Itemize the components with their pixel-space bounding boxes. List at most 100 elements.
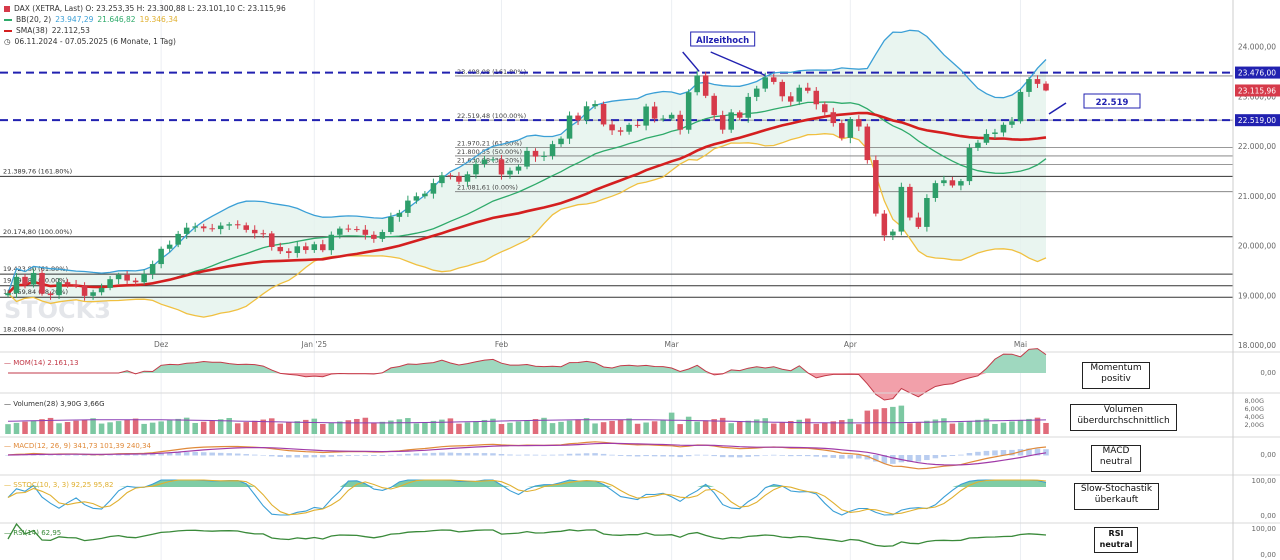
momentum-header: — MOM(14) 2.161,13: [4, 359, 79, 367]
volume-bar: [277, 423, 284, 434]
macd-histogram-bar: [405, 453, 411, 456]
rsi-tick: 100,00: [1252, 525, 1277, 533]
macd-histogram-bar: [260, 455, 267, 456]
candle-body: [379, 232, 386, 239]
macd-histogram-bar: [873, 455, 879, 462]
candle-body: [839, 123, 845, 138]
macd-histogram-bar: [192, 452, 198, 456]
volume-header: — Volumen(28) 3,90G 3,66G: [4, 400, 105, 408]
volume-bar: [439, 419, 445, 434]
macd-histogram-bar: [396, 454, 403, 456]
macd-tick: 0,00: [1260, 451, 1276, 459]
candle-body: [873, 160, 879, 214]
volume-bar: [651, 421, 658, 434]
legend-sma-label: SMA(38): [16, 26, 48, 35]
annotations: Allzeithoch 22.519: [682, 31, 1141, 115]
candle-body: [192, 226, 198, 228]
candle-body: [549, 144, 556, 156]
candle-body: [217, 225, 224, 230]
macd-histogram-bar: [158, 453, 164, 456]
macd-histogram-bar: [166, 452, 173, 456]
legend-price: DAX (XETRA, Last) O: 23.253,35 H: 23.300…: [4, 4, 290, 13]
macd-histogram-bar: [600, 453, 607, 456]
volume-bar: [47, 417, 54, 434]
allzeithoch-label: Allzeithoch: [696, 36, 749, 46]
candle-body: [286, 251, 292, 254]
candle-body: [405, 200, 411, 213]
candle-body: [362, 229, 369, 235]
rsi-line: [7, 522, 1047, 547]
y-tick-label: 22.000,00: [1238, 142, 1276, 151]
candle-body: [532, 150, 539, 157]
candle-body: [81, 285, 88, 296]
candle-body: [864, 126, 871, 161]
macd-comment-line2: neutral: [1099, 457, 1133, 467]
volume-bar: [745, 420, 751, 434]
macd-histogram-bar: [770, 454, 777, 456]
candle-body: [847, 119, 854, 138]
candle-body: [22, 276, 28, 285]
stoch-comment-line1: Slow-Stochastik: [1080, 484, 1153, 494]
volume-bar: [30, 420, 37, 434]
macd-histogram-bar: [64, 454, 71, 456]
fib-level-label: 22.519,48 (100.00%): [457, 112, 526, 120]
candle-body: [311, 244, 318, 251]
macd-histogram-bar: [217, 452, 224, 456]
volume-bar: [617, 419, 624, 434]
legend-range: ◷ 06.11.2024 - 07.05.2025 (6 Monate, 1 Ta…: [4, 37, 180, 46]
macd-histogram-bar: [898, 455, 905, 463]
price-tag-label: 23.115,96: [1238, 86, 1276, 95]
macd-histogram-bar: [311, 455, 318, 458]
volume-bar: [558, 421, 564, 434]
sma-38-line: [7, 111, 1047, 295]
candle-body: [813, 90, 820, 105]
macd-header: — MACD(12, 26, 9) 341,73 101,39 240,34: [4, 442, 152, 450]
volume-bar: [609, 420, 615, 434]
macd-histogram-bar: [73, 454, 79, 456]
momentum-comment-line1: Momentum: [1090, 363, 1142, 373]
price-tag: [1235, 66, 1280, 79]
volume-bar: [992, 423, 998, 434]
candle-body: [166, 244, 173, 249]
volume-bar: [643, 422, 649, 434]
macd-histogram-bar: [251, 454, 258, 456]
candle-body: [515, 166, 522, 171]
volume-bar: [64, 421, 71, 434]
y-tick-label: 21.000,00: [1238, 192, 1276, 201]
volume-bar: [243, 422, 249, 434]
candle-body: [345, 228, 352, 230]
candle-body: [5, 293, 11, 296]
macd-histogram-bar: [234, 453, 241, 456]
volume-bar: [770, 423, 777, 434]
volume-bar: [90, 418, 96, 434]
level-arrow: [1048, 102, 1067, 115]
candle-body: [796, 87, 803, 102]
volume-tick: 4,00G: [1244, 413, 1264, 421]
volume-bar: [830, 421, 837, 434]
macd-histogram-bar: [932, 455, 939, 459]
volume-bar: [311, 418, 318, 434]
macd-histogram-bar: [975, 451, 981, 456]
macd-histogram-bar: [609, 454, 615, 456]
volume-bar: [158, 421, 164, 434]
rsi-tick: 0,00: [1260, 551, 1276, 559]
price-tag-label: 23.476,00: [1238, 69, 1276, 78]
macd-histogram-bar: [941, 455, 947, 457]
macd-histogram-bar: [856, 455, 862, 459]
macd-histogram-bar: [141, 454, 147, 456]
x-tick-label: Apr: [844, 340, 858, 349]
macd-histogram-bar: [507, 454, 513, 456]
volume-bar: [354, 418, 360, 434]
volume-bar: [149, 422, 156, 434]
x-tick-label: Mar: [665, 340, 680, 349]
price-tag: [1235, 84, 1280, 97]
volume-bar: [890, 406, 896, 434]
macd-histogram-bar: [524, 454, 530, 456]
macd-histogram-bar: [736, 455, 743, 458]
volume-bar: [481, 419, 488, 434]
volume-bar: [1000, 422, 1007, 434]
candle-body: [464, 174, 471, 182]
volume-bar: [813, 423, 820, 434]
volume-bar: [898, 405, 905, 434]
